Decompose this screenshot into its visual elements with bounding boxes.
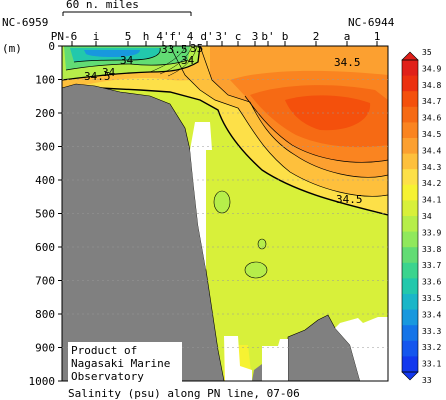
station-label: 3 (252, 30, 259, 43)
credit-text: Product of Nagasaki Marine Observatory (71, 344, 171, 383)
colorbar-tick-label: 34.5 (422, 130, 441, 139)
depth-tick-label: 100 (35, 74, 55, 87)
colorbar-swatch (402, 75, 418, 92)
contour-label: 34.5 (336, 193, 363, 206)
contour-label: 33.5 (161, 43, 188, 56)
colorbar-swatch (402, 356, 418, 373)
colorbar-tick-label: 34.4 (422, 146, 441, 155)
station-label: h (143, 30, 150, 43)
colorbar-swatch (402, 262, 418, 279)
colorbar-swatch (402, 60, 418, 76)
station-label: PN-6 (51, 30, 78, 43)
colorbar-tick-label: 34.7 (422, 97, 441, 106)
colorbar-swatch (402, 294, 418, 310)
colorbar: 35 34.9 34.8 34.7 34.6 34.5 34.4 34.3 34.2 34.1 34… (401, 48, 441, 385)
depth-unit-label: (m) (2, 42, 22, 55)
colorbar-swatch (402, 138, 418, 154)
station-label: d' (200, 30, 213, 43)
colorbar-tick-label: 34.8 (422, 81, 441, 90)
contour-labels: 33.5 34 34 34 34.5 34.5 34.5 35 (84, 42, 363, 206)
colorbar-tick-label: 34.2 (422, 179, 441, 188)
contour-label: 34.5 (84, 70, 111, 83)
start-station-label: NC-6959 (2, 16, 48, 29)
station-label: b (282, 30, 289, 43)
station-label: a (344, 30, 351, 43)
colorbar-swatch (402, 184, 418, 201)
depth-tick-label: 500 (35, 208, 55, 221)
colorbar-tick-label: 33.1 (422, 360, 441, 369)
depth-tick-label: 300 (35, 141, 55, 154)
colorbar-tick-label: 33.3 (422, 327, 441, 336)
station-ticks (71, 41, 378, 46)
colorbar-tick-label: 35 (422, 48, 432, 57)
station-label: 2 (313, 30, 320, 43)
depth-axis: 0 100 200 300 400 500 600 700 800 900 1000 (29, 40, 388, 388)
colorbar-swatch (402, 325, 418, 342)
salinity-field (61, 45, 389, 381)
depth-tick-label: 900 (35, 342, 55, 355)
colorbar-tick-label: 34.6 (422, 114, 441, 123)
station-label: b' (261, 30, 274, 43)
colorbar-tick-label: 34.9 (422, 64, 441, 73)
colorbar-tick-label: 34.3 (422, 163, 441, 172)
colorbar-swatch (402, 106, 418, 123)
contour-label: 34 (120, 54, 134, 67)
colorbar-tick-label: 33.9 (422, 228, 441, 237)
station-label: 3' (215, 30, 228, 43)
colorbar-tick-label: 33.8 (422, 245, 441, 254)
colorbar-swatch (402, 309, 418, 326)
colorbar-min-arrow (401, 371, 419, 381)
colorbar-swatch (402, 278, 418, 295)
colorbar-tick-label: 33.2 (422, 343, 441, 352)
station-label: 4 (187, 30, 194, 43)
colorbar-swatch (402, 231, 418, 248)
contour-label: 35 (190, 42, 203, 55)
colorbar-swatch (402, 153, 418, 170)
station-labels: PN-6 i 5 h 4' f' 4 d' 3' c 3 b' b 2 a 1 (51, 30, 381, 43)
depth-tick-label: 700 (35, 275, 55, 288)
seafloor-topography (61, 83, 361, 382)
station-label: 1 (374, 30, 381, 43)
colorbar-tick-label: 33.6 (422, 278, 441, 287)
colorbar-swatch (402, 91, 418, 108)
missing-data-regions (190, 122, 388, 381)
colorbar-tick-label: 33.4 (422, 310, 441, 319)
contour-label: 34.5 (334, 56, 361, 69)
depth-tick-label: 1000 (29, 375, 56, 388)
depth-tick-label: 400 (35, 174, 55, 187)
chart-title: Salinity (psu) along PN line, 07-06 (68, 387, 300, 400)
colorbar-swatch (402, 169, 418, 186)
contour-label: 34 (181, 54, 195, 67)
colorbar-frame (401, 59, 419, 373)
contour-label: 34 (102, 66, 116, 79)
colorbar-swatch (402, 122, 418, 139)
depth-tick-label: 0 (48, 40, 55, 53)
colorbar-swatch (402, 340, 418, 357)
scale-bar-label: 60 n. miles (66, 0, 139, 11)
colorbar-tick-label: 33.7 (422, 261, 441, 270)
colorbar-tick-label: 34 (422, 212, 432, 221)
colorbar-swatch (402, 247, 418, 264)
station-label: 5 (125, 30, 132, 43)
colorbar-tick-label: 33 (422, 376, 432, 385)
colorbar-swatch (402, 200, 418, 217)
colorbar-swatch (402, 216, 418, 232)
colorbar-max-arrow (401, 51, 419, 61)
station-label: 4' (156, 30, 169, 43)
colorbar-tick-label: 34.1 (422, 196, 441, 205)
credit-note: Product of Nagasaki Marine Observatory (68, 342, 182, 385)
station-label: c (235, 30, 242, 43)
depth-tick-label: 800 (35, 308, 55, 321)
depth-tick-label: 200 (35, 107, 55, 120)
end-station-label: NC-6944 (348, 16, 395, 29)
depth-tick-label: 600 (35, 241, 55, 254)
station-label: i (93, 30, 100, 43)
scale-bar (62, 11, 192, 16)
station-label: f' (169, 30, 182, 43)
colorbar-tick-label: 33.5 (422, 294, 441, 303)
